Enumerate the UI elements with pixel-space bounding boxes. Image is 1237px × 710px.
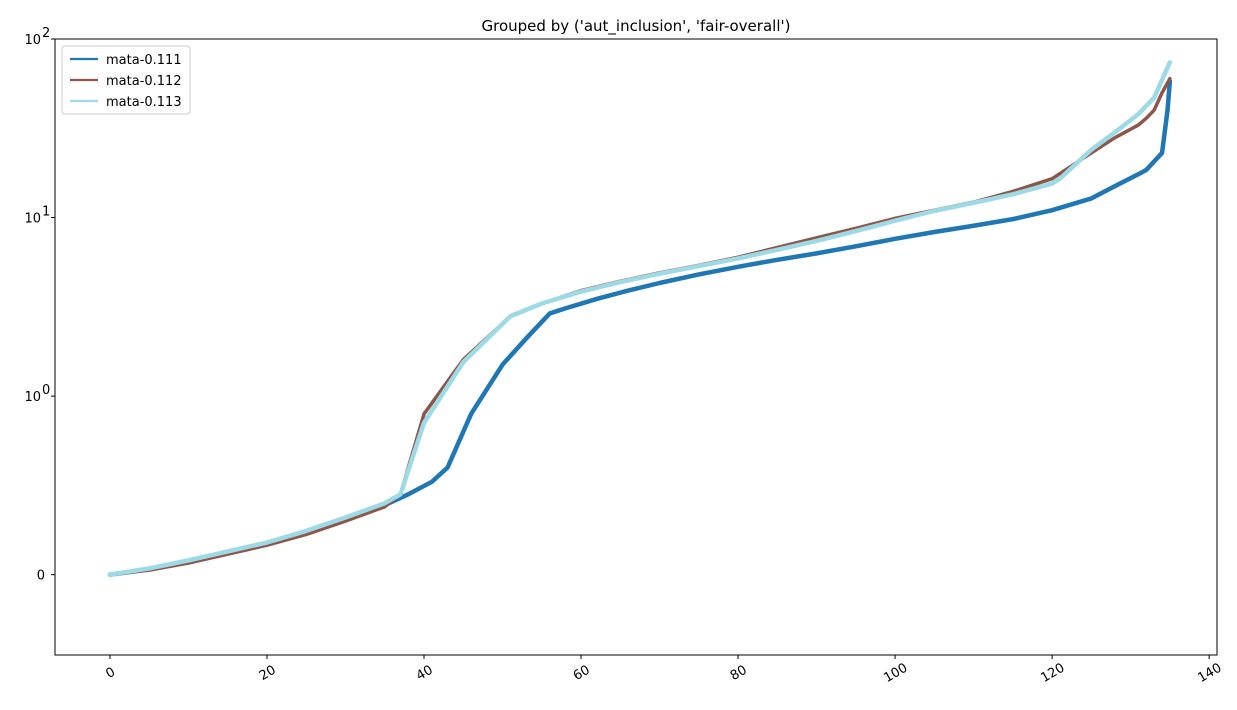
y-tick-exponent: 2 [42,26,50,41]
legend-label: mata-0.113 [106,95,182,110]
plot-frame [54,38,1218,656]
y-tick-exponent: 0 [42,383,50,398]
x-tick-label: 80 [728,663,750,684]
chart-title: Grouped by ('aut_inclusion', 'fair-overa… [482,17,791,36]
y-tick-label: 10 [24,33,41,48]
series-layer [107,60,1173,577]
y-tick-label: 10 [24,390,41,405]
legend-label: mata-0.112 [106,74,182,89]
x-tick-label: 40 [414,663,436,684]
series-line-3 [107,60,1173,577]
x-tick-label: 60 [571,663,593,684]
y-tick-label: 0 [37,569,45,584]
y-tick-exponent: 1 [42,205,50,220]
x-tick-label: 20 [257,663,279,684]
y-tick-label: 10 [24,212,41,227]
legend-label: mata-0.111 [106,53,182,68]
legend-box [61,45,191,115]
legend: mata-0.111 mata-0.112 mata-0.113 [61,45,191,115]
